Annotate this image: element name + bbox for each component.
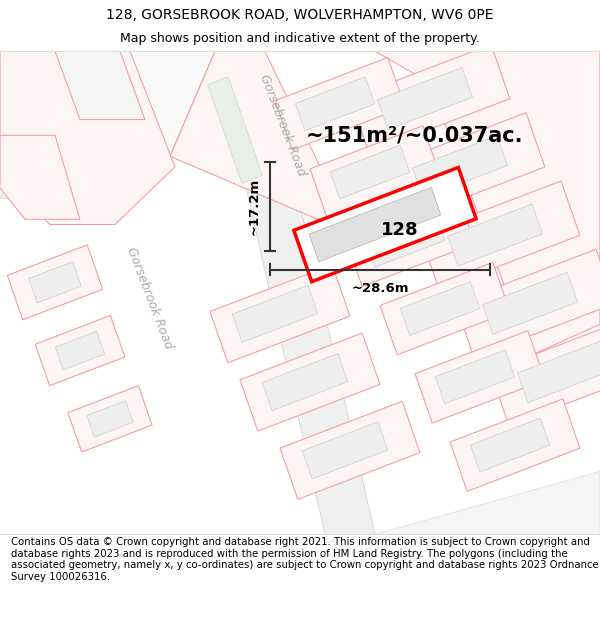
Polygon shape — [310, 126, 440, 218]
Polygon shape — [275, 58, 405, 150]
Polygon shape — [7, 245, 103, 320]
Polygon shape — [413, 136, 508, 198]
Polygon shape — [262, 354, 348, 411]
Text: ~17.2m: ~17.2m — [248, 177, 260, 235]
Polygon shape — [490, 318, 600, 426]
Polygon shape — [420, 181, 580, 289]
Text: 128: 128 — [381, 221, 419, 239]
Polygon shape — [55, 331, 104, 370]
Polygon shape — [87, 401, 133, 437]
Text: 128, GORSEBROOK ROAD, WOLVERHAMPTON, WV6 0PE: 128, GORSEBROOK ROAD, WOLVERHAMPTON, WV6… — [106, 8, 494, 22]
Polygon shape — [170, 51, 340, 224]
Polygon shape — [240, 333, 380, 431]
Polygon shape — [68, 386, 152, 452]
Text: Map shows position and indicative extent of the property.: Map shows position and indicative extent… — [120, 32, 480, 45]
Polygon shape — [448, 204, 542, 266]
Text: ~151m²/~0.037ac.: ~151m²/~0.037ac. — [306, 125, 524, 145]
Polygon shape — [375, 51, 600, 356]
Polygon shape — [415, 331, 545, 423]
Polygon shape — [365, 213, 445, 268]
Polygon shape — [215, 51, 375, 534]
Text: Gorsebrook Road: Gorsebrook Road — [257, 72, 308, 178]
Polygon shape — [518, 341, 600, 402]
Polygon shape — [470, 418, 550, 472]
Polygon shape — [280, 401, 420, 499]
Polygon shape — [345, 194, 475, 286]
Polygon shape — [35, 316, 125, 386]
Polygon shape — [55, 51, 145, 119]
Polygon shape — [295, 77, 374, 131]
Polygon shape — [309, 188, 441, 262]
Polygon shape — [377, 68, 472, 129]
Polygon shape — [208, 77, 262, 183]
Polygon shape — [436, 350, 515, 404]
Polygon shape — [450, 399, 580, 491]
Polygon shape — [210, 265, 350, 363]
Polygon shape — [380, 262, 510, 355]
Text: Gorsebrook Road: Gorsebrook Road — [125, 246, 175, 351]
Polygon shape — [0, 51, 215, 209]
Polygon shape — [232, 285, 318, 342]
Polygon shape — [331, 145, 410, 199]
Polygon shape — [294, 168, 476, 282]
Polygon shape — [482, 272, 577, 334]
Text: Contains OS data © Crown copyright and database right 2021. This information is : Contains OS data © Crown copyright and d… — [11, 537, 598, 582]
Polygon shape — [385, 112, 545, 221]
Polygon shape — [400, 282, 479, 336]
Polygon shape — [302, 422, 388, 479]
Polygon shape — [0, 51, 175, 224]
Polygon shape — [350, 44, 510, 152]
Text: ~28.6m: ~28.6m — [351, 282, 409, 295]
Polygon shape — [29, 262, 81, 303]
Polygon shape — [0, 51, 90, 198]
Polygon shape — [455, 249, 600, 357]
Polygon shape — [0, 135, 80, 219]
Polygon shape — [325, 471, 600, 534]
